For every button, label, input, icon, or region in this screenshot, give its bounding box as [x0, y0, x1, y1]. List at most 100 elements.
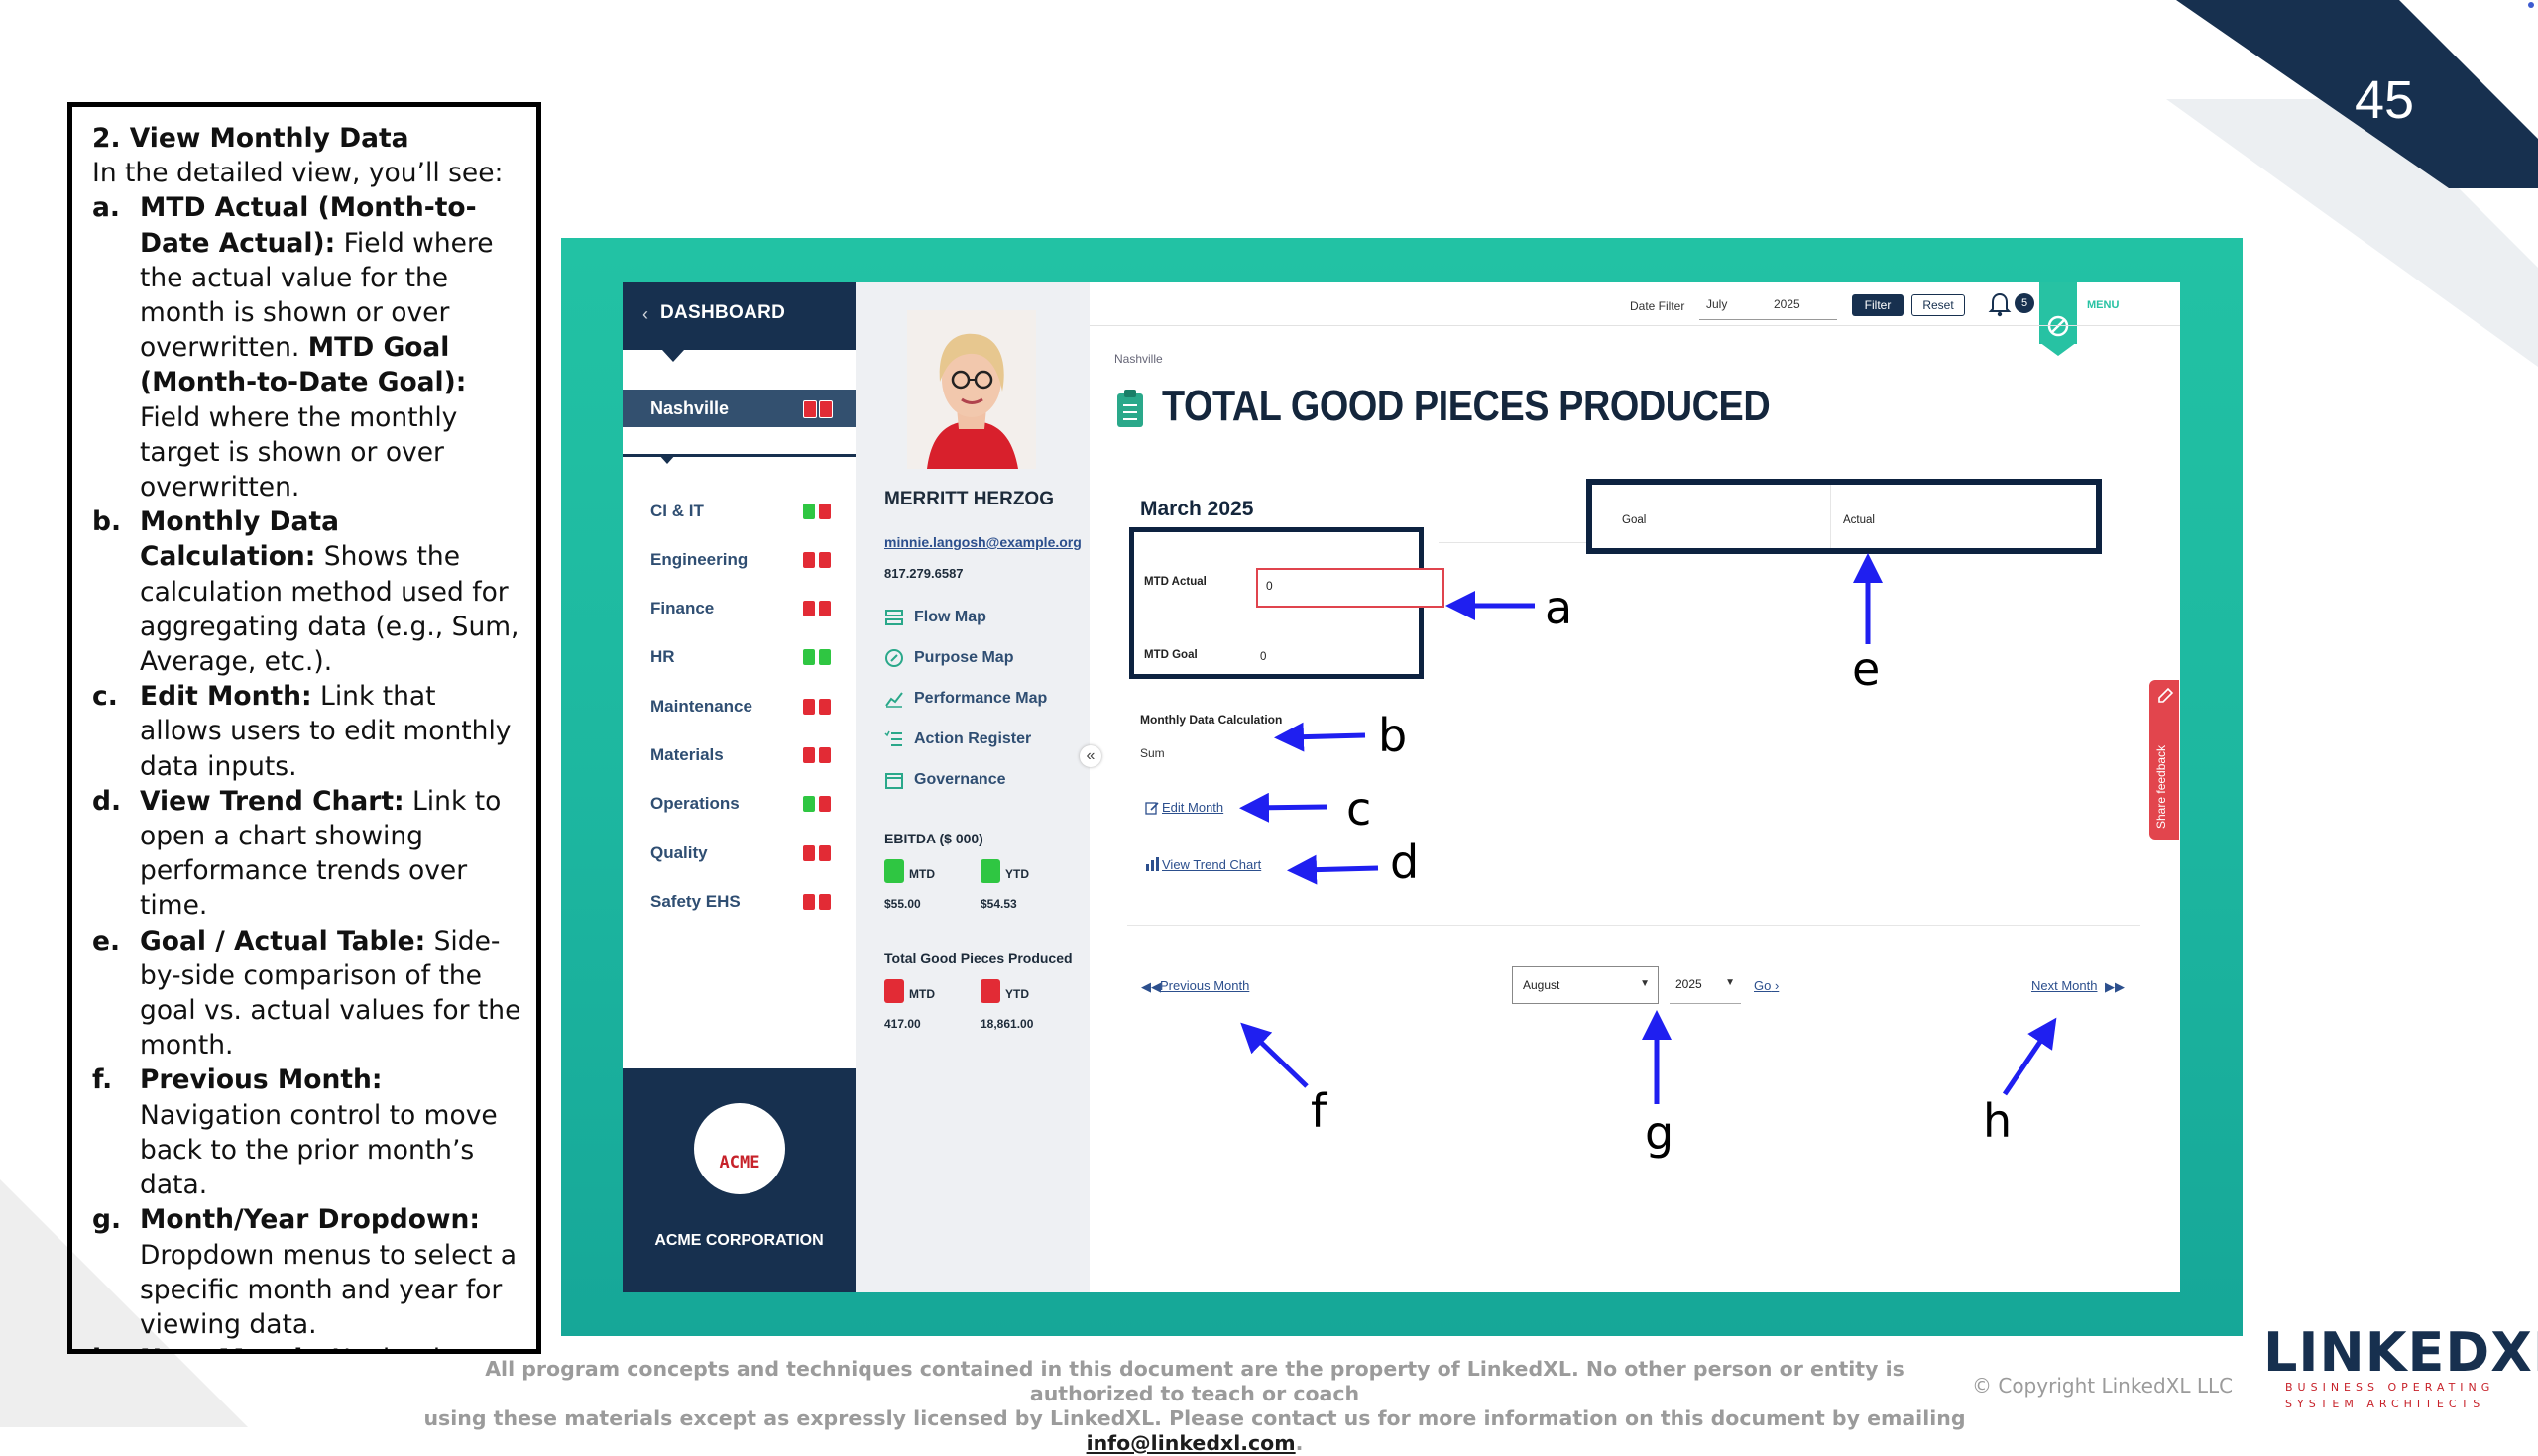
- footer-email-link[interactable]: info@linkedxl.com: [1086, 1431, 1296, 1455]
- instruction-item: g. Month/Year Dropdown: Dropdown menus to…: [92, 1202, 522, 1342]
- edit-month-link[interactable]: Edit Month: [1162, 800, 1224, 815]
- section-divider: [1439, 542, 1607, 543]
- divider-pointer: [658, 454, 676, 464]
- status-indicator: [819, 649, 831, 665]
- annotation-label-b: b: [1378, 709, 1408, 762]
- status-indicator: [819, 601, 831, 616]
- period-label: March 2025: [1140, 498, 1254, 520]
- previous-month-link[interactable]: Previous Month: [1160, 978, 1250, 993]
- share-feedback-tab[interactable]: [2149, 680, 2179, 840]
- profile-email-link[interactable]: minnie.langosh@example.org: [884, 534, 1082, 550]
- annotation-label-g: g: [1645, 1106, 1674, 1160]
- action-register-icon: [884, 730, 902, 746]
- double-chevron-right-icon[interactable]: ▶▶: [2105, 979, 2125, 994]
- reset-button[interactable]: Reset: [1911, 294, 1965, 316]
- year-dropdown[interactable]: 2025 ▼: [1670, 966, 1741, 1004]
- bar-chart-icon[interactable]: [1145, 856, 1160, 871]
- year-dropdown-value: 2025: [1675, 977, 1702, 991]
- mtd-actual-label: MTD Actual: [1144, 576, 1207, 588]
- go-link[interactable]: Go ›: [1754, 978, 1780, 993]
- edit-icon[interactable]: [1145, 801, 1159, 815]
- flow-map-link[interactable]: Flow Map: [914, 609, 986, 625]
- flow-map-icon: [885, 610, 903, 625]
- next-month-link[interactable]: Next Month: [2031, 978, 2098, 993]
- instruction-item: e. Goal / Actual Table: Side-by-side comp…: [92, 924, 522, 1064]
- mtd-actual-input[interactable]: 0: [1256, 568, 1444, 608]
- sidebar-item-materials[interactable]: Materials: [650, 745, 724, 764]
- breadcrumb[interactable]: Nashville: [1114, 352, 1163, 366]
- governance-link[interactable]: Governance: [914, 771, 1006, 788]
- instruction-letter: d.: [92, 785, 122, 817]
- goal-column-header: Goal: [1622, 514, 1647, 526]
- purpose-map-link[interactable]: Purpose Map: [914, 649, 1014, 666]
- instruction-term: MTD Goal (Month-to-Date Goal):: [140, 332, 467, 398]
- instruction-letter: b.: [92, 506, 122, 538]
- sidebar-divider: [623, 454, 856, 457]
- sidebar-item-hr[interactable]: HR: [650, 647, 675, 666]
- mtd-goal-input[interactable]: 0: [1260, 651, 1267, 663]
- input-underline: [1699, 319, 1769, 320]
- instruction-item: c. Edit Month: Link that allows users to …: [92, 679, 522, 784]
- month-dropdown[interactable]: August ▼: [1512, 966, 1659, 1004]
- menu-label[interactable]: MENU: [2087, 299, 2120, 311]
- sidebar-footer: ACME ACME CORPORATION: [623, 1068, 856, 1292]
- instruction-desc: Field where the actual value for the mon…: [140, 227, 494, 364]
- chevron-left-icon: ‹: [642, 304, 648, 324]
- sidebar-item-safety-ehs[interactable]: Safety EHS: [650, 892, 741, 911]
- sidebar-item-quality[interactable]: Quality: [650, 843, 708, 862]
- footer-line: using these materials except as expressl…: [421, 1406, 1968, 1456]
- profile-name: MERRITT HERZOG: [884, 489, 1054, 509]
- menu-tab[interactable]: [2039, 282, 2077, 356]
- notification-count-badge: 5: [2015, 293, 2034, 313]
- sidebar-item-engineering[interactable]: Engineering: [650, 550, 749, 569]
- date-filter-year-input[interactable]: 2025: [1774, 297, 1800, 311]
- purpose-map-icon: [885, 649, 903, 667]
- status-indicator: [819, 400, 833, 418]
- action-register-link[interactable]: Action Register: [914, 730, 1032, 747]
- annotation-label-f: f: [1311, 1084, 1327, 1138]
- collapse-panel-button[interactable]: «: [1080, 745, 1101, 767]
- sidebar-item-operations[interactable]: Operations: [650, 794, 740, 813]
- pencil-icon: [2158, 687, 2174, 703]
- pieces-mtd-label: MTD: [909, 987, 935, 1001]
- company-name: ACME CORPORATION: [654, 1232, 824, 1249]
- instructions-title: 2. View Monthly Data: [92, 123, 409, 154]
- instruction-desc: Dropdown menus to select a specific mont…: [140, 1239, 518, 1340]
- ebitda-mtd-status: [884, 859, 904, 883]
- sidebar-item-nashville[interactable]: Nashville: [623, 390, 856, 427]
- topbar-divider: [1090, 325, 2180, 326]
- sidebar-item-ci-it[interactable]: CI & IT: [650, 502, 704, 520]
- brand-tagline: SYSTEM ARCHITECTS: [2285, 1398, 2485, 1410]
- pieces-ytd-value: 18,861.00: [981, 1017, 1034, 1031]
- header-pointer: [662, 350, 684, 362]
- annotation-label-a: a: [1545, 581, 1573, 634]
- sidebar-item-finance[interactable]: Finance: [650, 599, 715, 617]
- status-indicator: [819, 747, 831, 763]
- pieces-mtd-status: [884, 979, 904, 1003]
- performance-map-link[interactable]: Performance Map: [914, 690, 1048, 707]
- page-number: 45: [2354, 70, 2415, 130]
- status-indicator: [803, 601, 815, 616]
- main-content: Date Filter July 2025 Filter Reset 5 MEN…: [1090, 282, 2180, 1292]
- share-feedback-label[interactable]: Share feedback: [2154, 744, 2168, 829]
- table-divider: [1830, 485, 1831, 548]
- status-indicator: [803, 552, 815, 568]
- ebitda-title: EBITDA ($ 000): [884, 831, 983, 846]
- profile-phone: 817.279.6587: [884, 566, 964, 581]
- status-indicator: [819, 894, 831, 910]
- status-indicator: [803, 894, 815, 910]
- view-trend-chart-link[interactable]: View Trend Chart: [1162, 857, 1262, 872]
- footer-text-segment: using these materials except as expressl…: [423, 1406, 1966, 1430]
- bell-icon[interactable]: [1987, 290, 2013, 318]
- pieces-mtd-value: 417.00: [884, 1017, 921, 1031]
- status-indicator: [803, 796, 815, 812]
- instructions-panel: 2. View Monthly Data In the detailed vie…: [67, 102, 541, 1354]
- month-dropdown-value: August: [1523, 978, 1560, 992]
- sidebar-item-maintenance[interactable]: Maintenance: [650, 697, 752, 716]
- dashboard-header[interactable]: ‹ DASHBOARD: [623, 282, 856, 350]
- filter-button[interactable]: Filter: [1852, 294, 1904, 316]
- date-filter-month-input[interactable]: July: [1706, 297, 1728, 311]
- performance-map-icon: [885, 692, 903, 708]
- double-chevron-left-icon[interactable]: ◀◀: [1141, 979, 1161, 994]
